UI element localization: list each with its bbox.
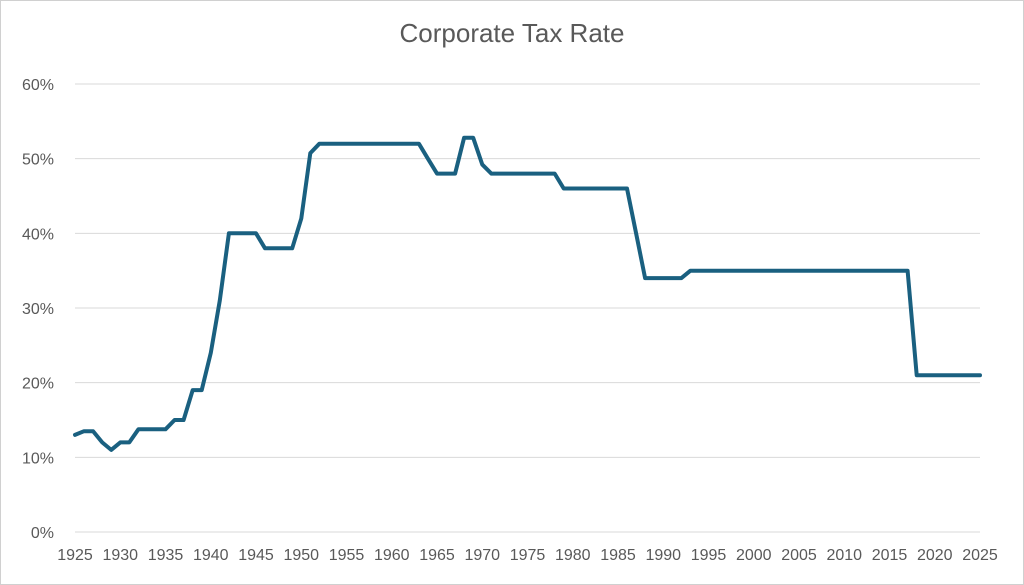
- y-axis-ticks: 0% 10% 20% 30% 40% 50% 60%: [22, 77, 54, 542]
- x-tick-label: 1975: [510, 547, 546, 564]
- y-tick-label: 40%: [22, 226, 54, 243]
- x-tick-label: 1995: [691, 547, 727, 564]
- x-axis-ticks: 1925 1930 1935 1940 1945 1950 1955 1960 1965 1970…: [57, 547, 998, 564]
- series-line: [73, 135, 982, 452]
- y-tick-label: 20%: [22, 376, 54, 393]
- y-tick-label: 10%: [22, 450, 54, 467]
- x-tick-label: 2015: [872, 547, 908, 564]
- x-tick-label: 1990: [645, 547, 681, 564]
- x-tick-label: 1970: [464, 547, 500, 564]
- x-tick-label: 1935: [148, 547, 184, 564]
- y-tick-label: 50%: [22, 152, 54, 169]
- x-tick-label: 1950: [283, 547, 319, 564]
- x-tick-label: 1930: [102, 547, 138, 564]
- y-tick-label: 60%: [22, 77, 54, 94]
- x-tick-label: 1965: [419, 547, 455, 564]
- chart-title: Corporate Tax Rate: [399, 18, 625, 48]
- x-tick-label: 1940: [193, 547, 229, 564]
- x-tick-label: 2020: [917, 547, 953, 564]
- x-tick-label: 2000: [736, 547, 772, 564]
- x-tick-label: 1980: [555, 547, 591, 564]
- x-tick-label: 1945: [238, 547, 274, 564]
- x-tick-label: 1985: [600, 547, 636, 564]
- y-tick-label: 0%: [31, 525, 54, 542]
- x-tick-label: 2025: [962, 547, 998, 564]
- x-tick-label: 2010: [826, 547, 862, 564]
- x-tick-label: 1960: [374, 547, 410, 564]
- x-tick-label: 1925: [57, 547, 93, 564]
- x-tick-label: 2005: [781, 547, 817, 564]
- series-corporate-tax-rate: [73, 135, 982, 452]
- x-tick-label: 1955: [329, 547, 365, 564]
- gridlines: [75, 83, 980, 533]
- y-tick-label: 30%: [22, 301, 54, 318]
